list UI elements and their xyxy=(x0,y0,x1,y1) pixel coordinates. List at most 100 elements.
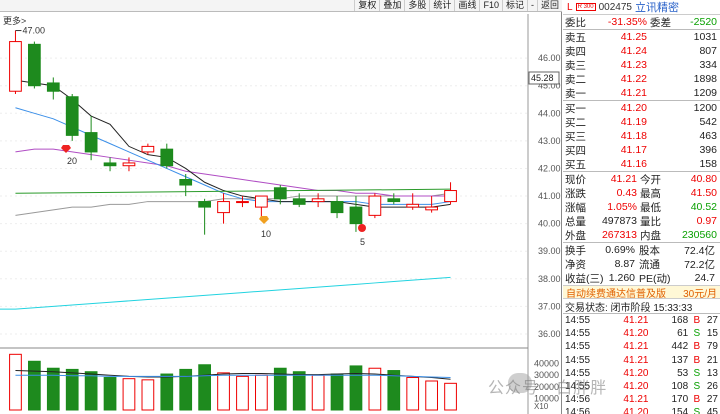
toolbar-item-8[interactable]: 返回 xyxy=(536,0,562,11)
volume-bar xyxy=(311,374,325,411)
tick-price: 41.21 xyxy=(623,315,649,327)
toolbar-item-1[interactable]: 叠加 xyxy=(379,0,404,11)
weibi-label: 委比 xyxy=(565,16,586,29)
tick-volume: 168 xyxy=(671,315,689,327)
volume-bar xyxy=(65,368,79,411)
quote-label: 量比 xyxy=(640,215,661,228)
tick-price: 41.20 xyxy=(623,407,649,414)
ask-label: 卖五 xyxy=(565,31,586,44)
ask-volume: 1898 xyxy=(693,73,717,85)
quote-value: 41.50 xyxy=(690,187,717,199)
bid-price: 41.20 xyxy=(620,102,647,114)
volume-bar xyxy=(292,371,306,411)
tick-time: 14:56 xyxy=(565,394,591,406)
tick-time: 14:55 xyxy=(565,381,591,393)
ad-text[interactable]: 自动续费通达信普及版 xyxy=(566,288,666,300)
ask-row: 卖四 41.24 807 xyxy=(563,44,720,58)
price-axis-label: 41.00 xyxy=(538,191,561,201)
volume-axis-label: 40000 xyxy=(534,359,559,369)
weicha-label: 委差 xyxy=(650,16,671,29)
tick-count: 15 xyxy=(706,328,718,340)
volume-bar xyxy=(273,367,287,411)
volume-bar xyxy=(349,365,363,411)
tick-count: 79 xyxy=(706,341,718,353)
quote-value: 230560 xyxy=(681,229,717,241)
candle-body xyxy=(311,198,325,203)
fund-value: 24.7 xyxy=(694,272,715,284)
tick-count: 27 xyxy=(706,394,718,406)
candle-body xyxy=(198,201,211,208)
price-axis-label: 37.00 xyxy=(538,301,561,311)
tick-price: 41.21 xyxy=(623,341,649,353)
candle-body xyxy=(255,195,268,208)
quote-value: 0.43 xyxy=(616,187,637,199)
bid-label: 买四 xyxy=(565,144,586,157)
tick-price: 41.21 xyxy=(623,354,649,366)
kline-chart-area[interactable]: 复权 叠加 多股 统计 画线 F10 标记 - 返回 更多> 46.00 45.00 44.00 43… xyxy=(0,0,562,414)
toolbar-item-2[interactable]: 多股 xyxy=(404,0,429,11)
bid-price: 41.18 xyxy=(620,130,647,142)
tick-row: 14:55 41.21 442 B 79 xyxy=(563,340,720,353)
bid-volume: 542 xyxy=(699,116,717,128)
price-axis-label: 39.00 xyxy=(538,246,561,256)
tick-volume: 442 xyxy=(671,341,689,353)
candle-body xyxy=(141,145,155,153)
toolbar-item-6[interactable]: 标记 xyxy=(501,0,527,11)
tick-row: 14:56 41.20 154 S 45 xyxy=(563,406,720,414)
volume-bar xyxy=(141,379,155,411)
tick-row: 14:55 41.21 137 B 21 xyxy=(563,354,720,367)
tick-list[interactable]: 14:55 41.21 168 B 27 14:55 41.20 61 S 15 14:55 41.2… xyxy=(563,313,720,414)
quote-value: 40.52 xyxy=(690,201,717,213)
quote-label: 最低 xyxy=(640,201,661,214)
signal-label-10: 10 xyxy=(261,229,271,239)
fund-value: 8.87 xyxy=(614,258,635,270)
volume-bar xyxy=(160,373,174,411)
candle-body xyxy=(368,195,382,216)
price-axis-label: 45.00 xyxy=(538,81,561,91)
volume-bar xyxy=(387,370,401,411)
subscription-ad[interactable]: 自动续费通达信普及版 30元/月 xyxy=(563,285,720,300)
tick-count: 27 xyxy=(706,315,718,327)
ask-volume: 807 xyxy=(699,45,717,57)
candle-body xyxy=(292,198,306,205)
tick-count: 45 xyxy=(706,407,718,414)
volume-bar xyxy=(425,380,438,411)
quote-value: 0.97 xyxy=(696,215,717,227)
ask-price: 41.25 xyxy=(620,31,647,43)
candle-body xyxy=(330,201,344,214)
quote-label: 内盘 xyxy=(640,229,661,242)
candle-body xyxy=(84,132,98,153)
trade-status: 交易状态: 闭市阶段 15:33:33 xyxy=(565,302,693,314)
volume-bar xyxy=(217,372,230,411)
toolbar-item-0[interactable]: 复权 xyxy=(354,0,379,11)
tick-count: 13 xyxy=(706,367,718,379)
toolbar-item-5[interactable]: F10 xyxy=(479,0,502,11)
stock-name[interactable]: 立讯精密 xyxy=(634,2,679,14)
fund-row: 收益(三) 1.260 PE(动) 24.7 xyxy=(563,271,720,285)
volume-bar xyxy=(84,371,98,411)
tick-count: 26 xyxy=(706,381,718,393)
tick-side: S xyxy=(693,328,701,340)
tick-time: 14:55 xyxy=(565,328,591,340)
ask-price: 41.23 xyxy=(620,59,647,71)
toolbar-item-3[interactable]: 统计 xyxy=(429,0,454,11)
quote-label: 今开 xyxy=(640,173,661,186)
more-button[interactable]: 更多> xyxy=(3,16,27,26)
bid-volume: 158 xyxy=(699,158,717,170)
kline-svg[interactable]: 46.00 45.00 44.00 43.00 42.00 41.00 40.00 39.00… xyxy=(0,0,562,414)
ad-price[interactable]: 30元/月 xyxy=(683,288,717,300)
bid-row: 买五 41.16 158 xyxy=(563,157,720,171)
volume-bar xyxy=(368,367,382,411)
toolbar-item-7[interactable]: - xyxy=(526,0,537,11)
ask-volume: 1031 xyxy=(693,31,717,43)
fund-label: 净资 xyxy=(565,258,586,271)
quote-summary: 现价 41.21 今开 40.80 涨跌 0.43 最高 41.50 涨幅 1.05% 最低 40.5… xyxy=(563,171,720,242)
fund-row: 换手 0.69% 股本 72.4亿 xyxy=(563,243,720,257)
tick-volume: 137 xyxy=(671,354,689,366)
quote-value: 497873 xyxy=(601,215,637,227)
toolbar-item-4[interactable]: 画线 xyxy=(454,0,479,11)
volume-axis-label: 10000 xyxy=(534,393,559,403)
tick-row: 14:55 41.20 53 S 13 xyxy=(563,367,720,380)
high-price-label: 47.00 xyxy=(22,26,45,36)
fund-row: 净资 8.87 流通 72.2亿 xyxy=(563,257,720,271)
